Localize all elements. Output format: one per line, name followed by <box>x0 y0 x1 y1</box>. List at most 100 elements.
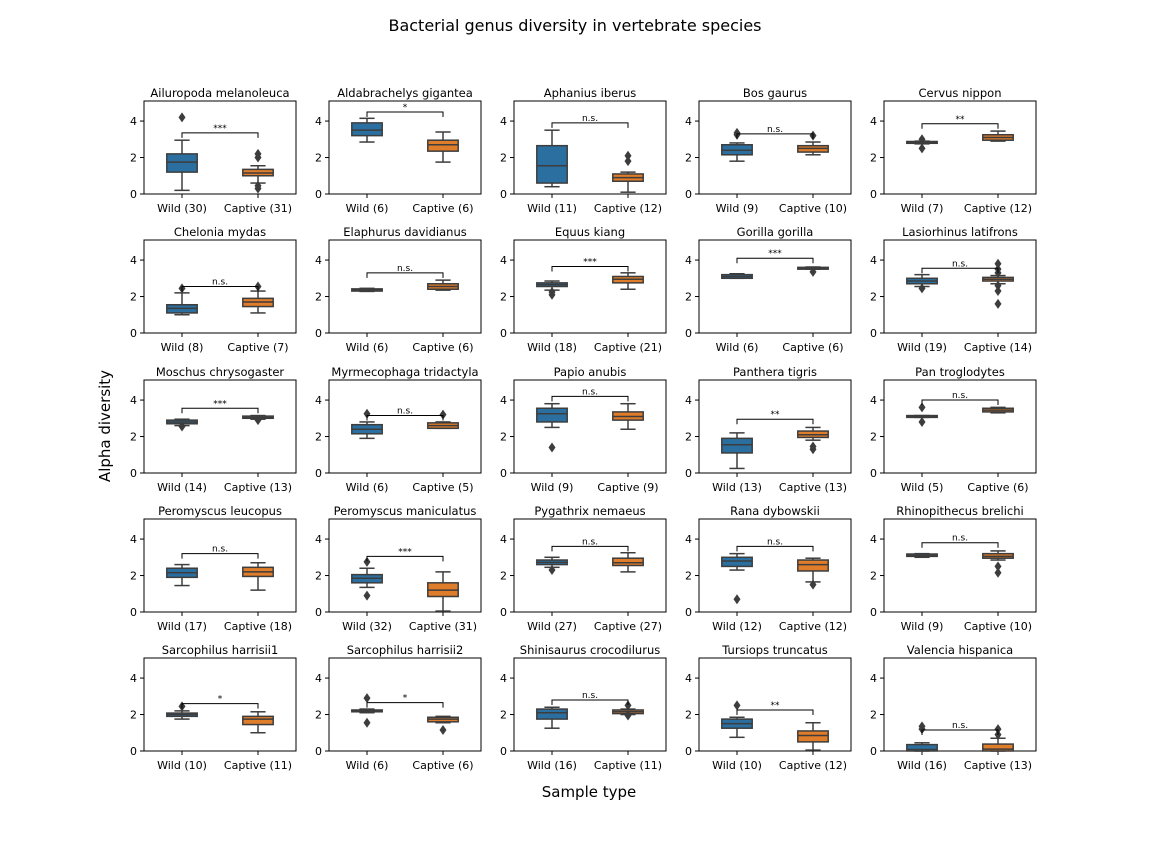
x-tick-label: Wild (12) <box>712 620 762 633</box>
outlier-point <box>918 143 926 154</box>
significance-label: *** <box>398 547 412 557</box>
box <box>536 407 568 423</box>
significance-label: n.s. <box>582 537 598 547</box>
x-tick-label: Wild (19) <box>897 341 947 354</box>
outlier-point <box>918 416 926 427</box>
x-tick-label: Captive (10) <box>964 620 1032 633</box>
x-tick-label: Wild (6) <box>346 481 389 494</box>
outlier-point <box>994 298 1002 309</box>
x-tick-label: Wild (5) <box>901 481 944 494</box>
outlier-point <box>809 266 817 277</box>
figure-title: Bacterial genus diversity in vertebrate … <box>388 16 761 35</box>
x-tick-label: Captive (10) <box>779 202 847 215</box>
y-tick-label: 0 <box>130 606 137 619</box>
significance-bracket <box>551 545 629 552</box>
y-tick-label: 0 <box>870 606 877 619</box>
outlier-point <box>994 280 1002 291</box>
y-tick-label: 2 <box>315 431 322 444</box>
significance-bracket <box>736 709 814 715</box>
y-tick-label: 4 <box>130 254 137 267</box>
y-tick-label: 2 <box>685 709 692 722</box>
panel-title: Elaphurus davidianus <box>343 225 467 239</box>
y-tick-label: 0 <box>500 745 507 758</box>
significance-bracket <box>921 267 999 274</box>
significance-label: *** <box>213 399 227 409</box>
significance-label: n.s. <box>582 691 598 701</box>
axes-frame <box>328 239 482 334</box>
significance-label: n.s. <box>397 264 413 274</box>
panel-title: Sarcophilus harrisii1 <box>162 643 279 657</box>
significance-bracket <box>736 418 814 425</box>
x-tick-label: Wild (10) <box>157 759 207 772</box>
x-tick-label: Captive (13) <box>779 481 847 494</box>
y-tick-label: 2 <box>130 431 137 444</box>
panel-title: Bos gaurus <box>743 86 807 100</box>
panel: Pygathrix nemaeus 0 2 4 Wild (27) Captive (27… <box>500 504 667 633</box>
box <box>612 557 644 567</box>
y-tick-label: 0 <box>315 606 322 619</box>
panel: Equus kiang 0 2 4 Wild (18) Captive (21) *** <box>500 225 667 354</box>
x-tick-label: Wild (9) <box>716 202 759 215</box>
outlier-point <box>994 286 1002 297</box>
significance-label: n.s. <box>767 537 783 547</box>
panel-title: Myrmecophaga tridactyla <box>331 365 478 379</box>
outlier-point <box>994 258 1002 269</box>
axes-frame <box>143 239 297 334</box>
panel-title: Pan troglodytes <box>915 365 1005 379</box>
y-tick-label: 2 <box>870 709 877 722</box>
y-tick-label: 0 <box>685 188 692 201</box>
y-tick-label: 2 <box>685 431 692 444</box>
panel: Peromyscus leucopus 0 2 4 Wild (17) Captive (… <box>130 504 297 633</box>
x-tick-label: Captive (11) <box>594 759 662 772</box>
significance-bracket <box>921 542 999 548</box>
x-tick-label: Wild (6) <box>716 341 759 354</box>
x-tick-label: Captive (6) <box>782 341 843 354</box>
x-tick-label: Wild (10) <box>712 759 762 772</box>
axes-frame <box>143 100 297 195</box>
panel: Bos gaurus 0 2 4 Wild (9) Captive (10) n.s. <box>685 86 852 215</box>
axes-frame <box>698 239 852 334</box>
y-tick-label: 0 <box>685 606 692 619</box>
outlier-point <box>548 565 556 576</box>
box <box>982 743 1014 752</box>
y-tick-label: 4 <box>500 115 507 128</box>
significance-bracket <box>366 272 444 278</box>
y-tick-label: 2 <box>870 291 877 304</box>
outlier-point <box>809 441 817 452</box>
outlier-point <box>918 134 926 145</box>
panel: Myrmecophaga tridactyla 0 2 4 Wild (6) Captiv… <box>315 365 482 494</box>
panel: Gorilla gorilla 0 2 4 Wild (6) Captive (6) *** <box>685 225 852 354</box>
significance-label: n.s. <box>952 534 968 544</box>
x-tick-label: Wild (6) <box>346 759 389 772</box>
y-tick-label: 0 <box>870 188 877 201</box>
significance-bracket <box>181 407 259 414</box>
panel-title: Lasiorhinus latifrons <box>902 225 1018 239</box>
box <box>536 144 568 184</box>
panel-title: Rhinopithecus brelichi <box>896 504 1023 518</box>
outlier-point <box>733 594 741 605</box>
x-tick-label: Wild (13) <box>712 481 762 494</box>
y-tick-label: 0 <box>870 745 877 758</box>
axes-frame <box>883 239 1037 334</box>
outlier-point <box>254 180 262 191</box>
box <box>242 715 274 726</box>
axes-frame <box>328 657 482 752</box>
significance-label: n.s. <box>212 278 228 288</box>
x-tick-label: Captive (11) <box>224 759 292 772</box>
outlier-point <box>918 283 926 294</box>
significance-label: n.s. <box>582 387 598 397</box>
y-tick-label: 2 <box>500 291 507 304</box>
x-tick-label: Captive (12) <box>779 759 847 772</box>
axes-frame <box>883 379 1037 474</box>
axes-frame <box>143 518 297 613</box>
significance-bracket <box>366 111 444 117</box>
significance-label: n.s. <box>582 114 598 124</box>
panel-title: Equus kiang <box>555 225 625 239</box>
panels: Ailuropoda melanoleuca 0 2 4 Wild (30) Captiv… <box>130 86 1037 772</box>
significance-label: n.s. <box>952 721 968 731</box>
significance-label: *** <box>768 249 782 259</box>
panel-title: Rana dybowskii <box>730 504 820 518</box>
x-tick-label: Wild (11) <box>527 202 577 215</box>
significance-bracket <box>181 553 259 559</box>
y-tick-label: 4 <box>870 115 877 128</box>
